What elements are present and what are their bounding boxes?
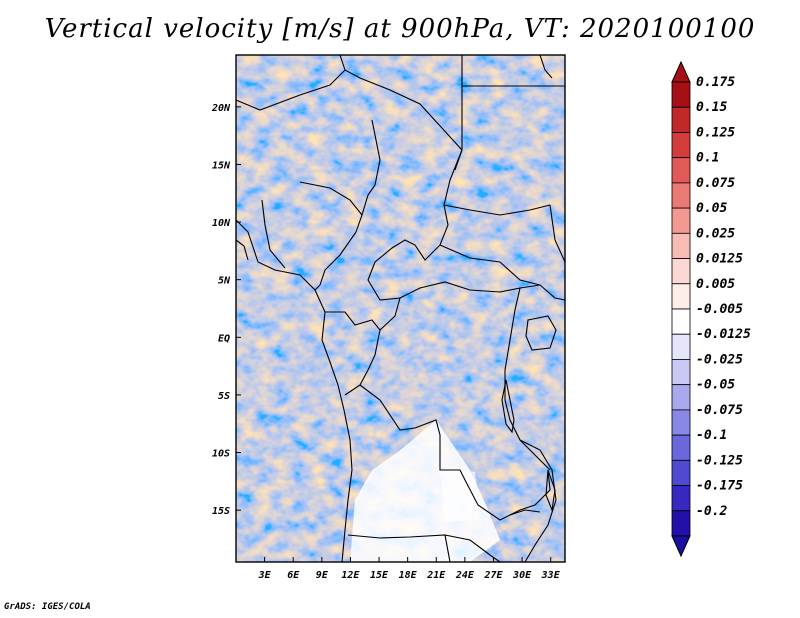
lon-tick-label: 15E <box>370 570 389 581</box>
colorbar-swatch <box>671 409 691 436</box>
country-borders <box>236 55 565 562</box>
colorbar-label: -0.1 <box>696 428 727 443</box>
colorbar-swatch <box>671 510 691 537</box>
latitude-axis: 20N 15N 10N 5N EQ 5S 10S 15S <box>211 103 241 517</box>
colorbar-swatch <box>671 283 691 310</box>
colorbar-label: 0.075 <box>696 176 735 191</box>
colorbar-swatch <box>671 485 691 512</box>
colorbar-label: 0.005 <box>696 277 735 292</box>
lon-tick-label: 33E <box>541 570 561 581</box>
colorbar-swatch <box>671 132 691 159</box>
colorbar-label: 0.175 <box>696 75 735 90</box>
map-title: Vertical velocity [m/s] at 900hPa, VT: 2… <box>44 14 756 44</box>
colorbar-label: -0.075 <box>696 403 743 418</box>
colorbar-label: 0.025 <box>696 226 735 241</box>
colorbar-swatch <box>671 182 691 209</box>
lat-tick-label: 20N <box>211 103 231 114</box>
colorbar-label: -0.2 <box>696 504 727 519</box>
colorbar-label: -0.05 <box>696 378 735 393</box>
lon-tick-label: 24E <box>455 570 475 581</box>
lat-tick-label: 10N <box>212 218 231 229</box>
colorbar-label: 0.1 <box>696 151 719 166</box>
colorbar-swatch <box>671 359 691 386</box>
colorbar-label: 0.15 <box>696 100 727 115</box>
colorbar-min-arrow <box>671 535 691 558</box>
lon-tick-label: 12E <box>341 570 360 581</box>
colorbar-label: -0.005 <box>696 302 743 317</box>
lon-tick-label: 3E <box>258 570 272 581</box>
grads-credit: GrADS: IGES/COLA <box>4 602 91 612</box>
colorbar-swatch <box>671 106 691 133</box>
lon-tick-label: 6E <box>287 570 300 581</box>
lat-tick-label: EQ <box>218 333 230 344</box>
colorbar-label: 0.05 <box>696 201 727 216</box>
lon-tick-label: 18E <box>399 570 418 581</box>
colorbar: 0.175 0.15 0.125 0.1 0.075 0.05 0.025 0.0125 0.0… <box>671 60 751 558</box>
colorbar-swatch <box>671 308 691 335</box>
colorbar-swatch <box>671 232 691 259</box>
colorbar-label: -0.175 <box>696 479 743 494</box>
lon-tick-label: 9E <box>316 570 329 581</box>
colorbar-swatch <box>671 434 691 461</box>
colorbar-swatch <box>671 207 691 234</box>
lat-tick-label: 10S <box>212 449 230 460</box>
plot-frame <box>235 54 566 563</box>
colorbar-swatch <box>671 384 691 411</box>
colorbar-label: -0.025 <box>696 352 743 367</box>
lon-tick-label: 27E <box>483 570 503 581</box>
lon-tick-label: 21E <box>426 570 446 581</box>
lat-tick-label: 15N <box>212 160 231 171</box>
colorbar-swatch <box>671 333 691 360</box>
colorbar-label: -0.0125 <box>696 327 751 342</box>
lat-tick-label: 15S <box>212 506 230 517</box>
lat-tick-label: 5S <box>218 391 230 402</box>
colorbar-swatch <box>671 258 691 285</box>
lon-tick-label: 30E <box>512 570 532 581</box>
colorbar-label: -0.125 <box>696 453 743 468</box>
colorbar-label: 0.0125 <box>696 252 743 267</box>
colorbar-max-arrow <box>671 60 691 83</box>
colorbar-label: 0.125 <box>696 125 735 140</box>
colorbar-swatch <box>671 81 691 108</box>
colorbar-swatch <box>671 157 691 184</box>
velocity-field <box>236 55 565 562</box>
colorbar-swatch <box>671 459 691 486</box>
lat-tick-label: 5N <box>218 276 231 287</box>
longitude-axis: 3E 6E 9E 12E 15E 18E 21E 24E 27E 30E 33E <box>258 557 561 581</box>
